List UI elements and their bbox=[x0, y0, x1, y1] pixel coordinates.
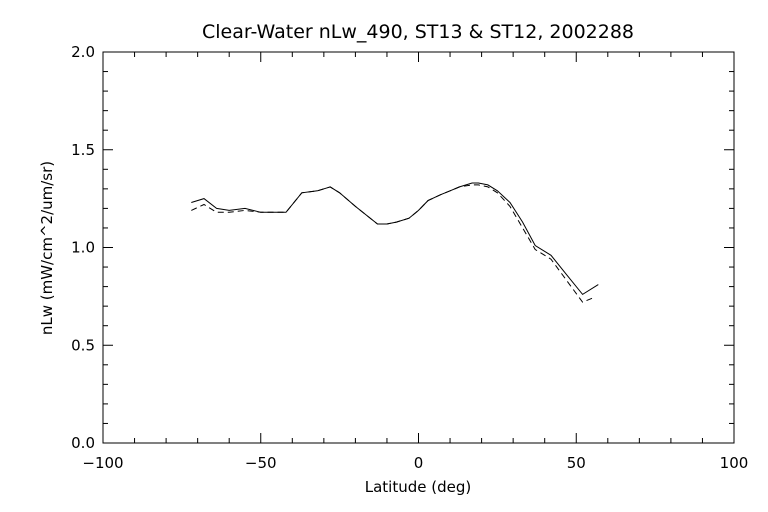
tick-labels: −100 −50 0 50 100 0.0 0.5 1.0 1.5 2.0 bbox=[71, 43, 748, 472]
x-tick-label: −50 bbox=[245, 454, 277, 472]
x-tick-label: 100 bbox=[720, 454, 749, 472]
y-tick-label: 1.0 bbox=[71, 239, 95, 257]
x-tick-label: −100 bbox=[82, 454, 123, 472]
series-layer bbox=[191, 182, 599, 303]
plot-frame bbox=[102, 51, 735, 444]
chart-title: Clear-Water nLw_490, ST13 & ST12, 200228… bbox=[202, 21, 634, 43]
y-tick-label: 0.0 bbox=[71, 434, 95, 452]
x-tick-label: 0 bbox=[414, 454, 424, 472]
y-tick-label: 0.5 bbox=[71, 336, 95, 354]
y-tick-label: 1.5 bbox=[71, 141, 95, 159]
y-tick-label: 2.0 bbox=[71, 43, 95, 61]
y-axis-label: nLw (mW/cm^2/um/sr) bbox=[38, 161, 56, 335]
dashed-series-line bbox=[191, 184, 593, 303]
x-axis-label: Latitude (deg) bbox=[365, 478, 471, 496]
x-tick-label: 50 bbox=[567, 454, 586, 472]
solid-series-line bbox=[191, 182, 599, 296]
axis-ticks bbox=[102, 51, 735, 444]
